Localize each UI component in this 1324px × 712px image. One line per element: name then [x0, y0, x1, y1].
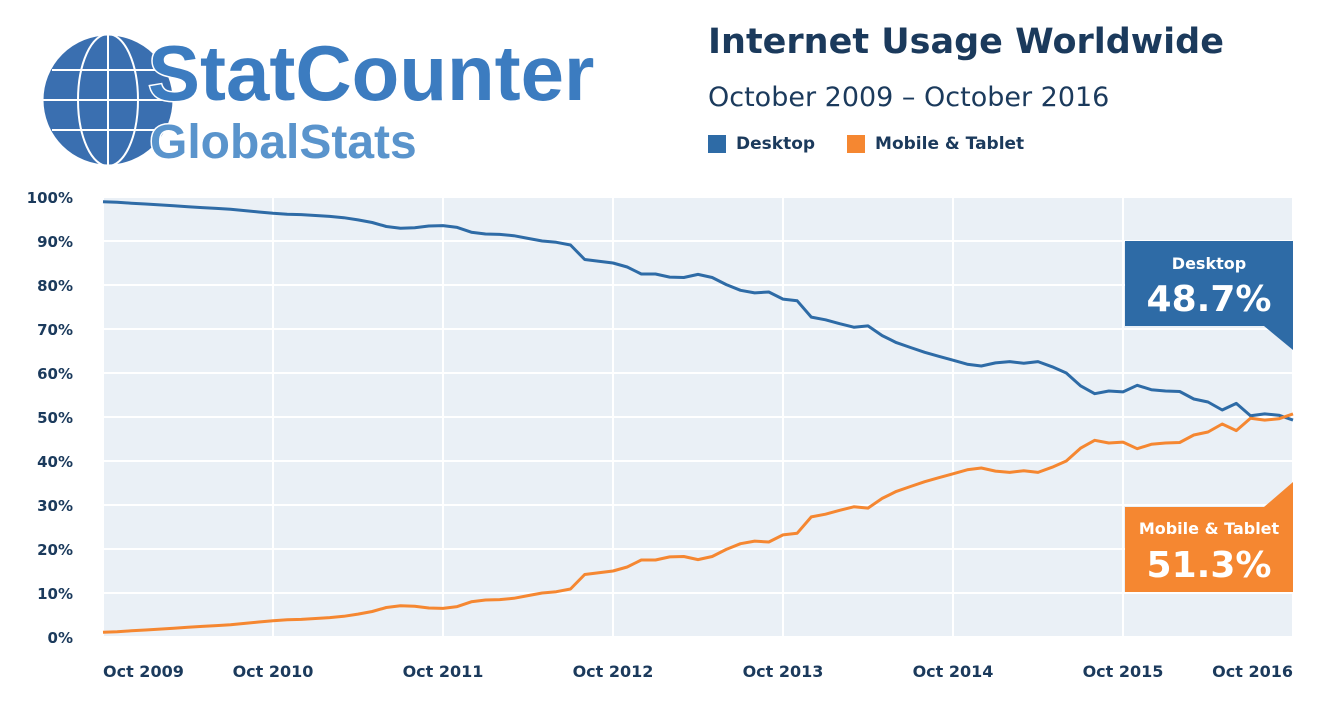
y-tick-label: 50%	[37, 409, 73, 427]
logo-top-text: StatCounter	[148, 29, 594, 117]
series-line-desktop	[102, 200, 1294, 422]
callout-mobile-value: 51.3%	[1147, 545, 1272, 586]
y-tick-label: 40%	[37, 453, 73, 471]
x-tick-label: Oct 2009	[103, 662, 184, 681]
legend-swatch-mobile	[847, 135, 866, 153]
legend-item-mobile: Mobile & Tablet	[847, 134, 1024, 154]
x-tick-label: Oct 2010	[233, 662, 314, 681]
x-tick-label: Oct 2011	[403, 662, 484, 681]
x-tick-label: Oct 2014	[913, 662, 994, 681]
y-tick-label: 60%	[37, 365, 73, 383]
globe-icon	[40, 32, 176, 168]
x-tick-label: Oct 2013	[743, 662, 824, 681]
legend-item-desktop: Desktop	[708, 134, 815, 154]
x-tick-label: Oct 2015	[1083, 662, 1164, 681]
series-line-mobile	[102, 412, 1294, 634]
x-tick-label: Oct 2016	[1212, 662, 1293, 681]
legend-label-desktop: Desktop	[736, 134, 816, 154]
y-tick-label: 20%	[37, 541, 73, 559]
callout-mobile-box	[1125, 482, 1293, 592]
chart-subtitle: October 2009 – October 2016	[708, 82, 1110, 113]
y-tick-label: 30%	[37, 497, 73, 515]
logo-bottom-text: GlobalStats	[150, 116, 417, 168]
callout-mobile: Mobile & Tablet 51.3%	[1125, 482, 1293, 592]
callout-desktop-box	[1125, 241, 1293, 350]
chart-title: Internet Usage Worldwide	[708, 22, 1224, 62]
y-tick-label: 100%	[27, 189, 73, 207]
legend: Desktop Mobile & Tablet	[708, 134, 1024, 154]
gridlines	[102, 196, 1294, 638]
callout-desktop-label: Desktop	[1172, 254, 1246, 273]
series-lines	[102, 200, 1294, 634]
x-axis-ticks: Oct 2009 Oct 2010 Oct 2011 Oct 2012 Oct 2013…	[103, 662, 1293, 681]
legend-swatch-desktop	[708, 135, 726, 153]
y-tick-label: 0%	[48, 629, 73, 647]
y-tick-label: 70%	[37, 321, 73, 339]
y-axis-ticks: 0% 10% 20% 30% 40% 50% 60% 70% 80% 90% 100%	[27, 189, 73, 647]
y-tick-label: 10%	[37, 585, 73, 603]
statcounter-globalstats-logo: StatCounter GlobalStats	[40, 28, 596, 168]
callout-desktop-value: 48.7%	[1147, 279, 1272, 320]
callout-mobile-label: Mobile & Tablet	[1139, 519, 1280, 538]
x-tick-label: Oct 2012	[573, 662, 654, 681]
legend-label-mobile: Mobile & Tablet	[875, 134, 1025, 154]
callout-desktop: Desktop 48.7%	[1125, 241, 1293, 350]
y-tick-label: 80%	[37, 277, 73, 295]
y-tick-label: 90%	[37, 233, 73, 251]
